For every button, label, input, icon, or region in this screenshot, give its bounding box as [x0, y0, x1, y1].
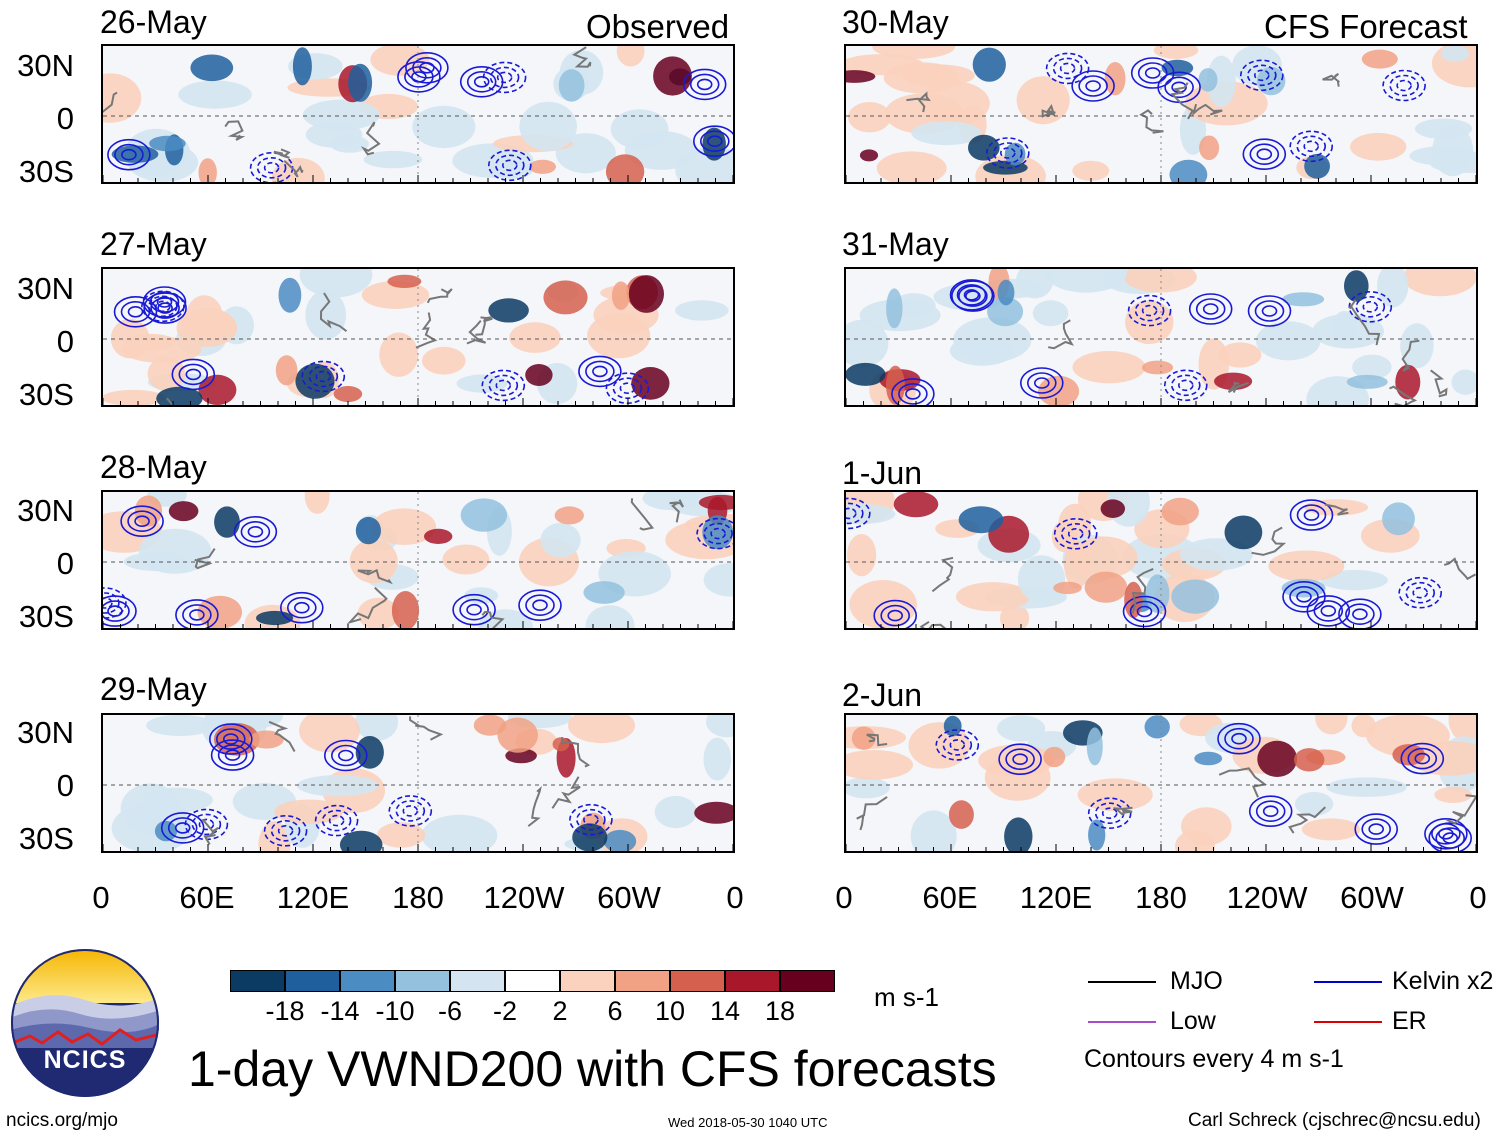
lon-label-fc-120w: 120W — [1226, 880, 1308, 915]
lon-label-obs-0: 0 — [92, 880, 110, 915]
date-label-fc-2: 31-May — [842, 226, 949, 262]
colorbar-swatch — [285, 970, 340, 992]
lat-label-eq-1: 0 — [56, 101, 74, 136]
date-label-obs-1: 26-May — [100, 4, 207, 40]
colorbar-swatch — [340, 970, 395, 992]
colorbar-tick-label: 14 — [709, 996, 741, 1026]
ncics-logo: NCICS — [10, 948, 160, 1098]
date-label-fc-1: 30-May — [842, 4, 949, 40]
colorbar-tick-label: 18 — [764, 996, 796, 1026]
colorbar-tick-label: -10 — [375, 996, 415, 1026]
lon-label-fc-60w: 60W — [1340, 880, 1404, 915]
lat-label-30n-2: 30N — [17, 271, 74, 306]
map-panel-forecast-4 — [844, 713, 1478, 853]
lat-label-30s-4: 30S — [18, 821, 74, 856]
map-panel-forecast-3 — [844, 490, 1478, 630]
colorbar-tick-label: -2 — [492, 996, 517, 1026]
lat-label-30s-2: 30S — [18, 377, 74, 412]
observed-header: Observed — [586, 8, 730, 45]
lon-label-fc-0: 0 — [835, 880, 853, 915]
lon-label-obs-60w: 60W — [597, 880, 661, 915]
lat-label-eq-3: 0 — [56, 546, 74, 581]
colorbar-swatch — [780, 970, 835, 992]
footer-timestamp: Wed 2018-05-30 1040 UTC — [668, 1115, 828, 1130]
lon-label-fc-120e: 120E — [1019, 880, 1093, 915]
map-panel-observed-4 — [101, 713, 735, 853]
figure-title: 1-day VWND200 with CFS forecasts — [188, 1041, 997, 1097]
date-label-fc-3: 1-Jun — [842, 455, 923, 491]
lat-label-eq-4: 0 — [56, 768, 74, 803]
lon-label-fc-0-end: 0 — [1469, 880, 1487, 915]
legend-label-kelvin: Kelvin x2 — [1392, 967, 1494, 995]
colorbar-swatch — [670, 970, 725, 992]
lon-label-fc-60e: 60E — [922, 880, 978, 915]
lon-label-obs-120e: 120E — [276, 880, 350, 915]
logo-text: NCICS — [43, 1046, 127, 1074]
lat-label-eq-2: 0 — [56, 324, 74, 359]
lat-label-30n-4: 30N — [17, 715, 74, 750]
lat-label-30n-3: 30N — [17, 493, 74, 528]
logo-mountains-icon — [11, 949, 159, 1097]
legend-line-er — [1314, 1021, 1382, 1023]
lon-label-obs-120w: 120W — [483, 880, 565, 915]
lon-label-obs-180: 180 — [392, 880, 444, 915]
colorbar-unit: m s-1 — [874, 982, 939, 1012]
colorbar-tick-label: -14 — [320, 996, 360, 1026]
colorbar-tick-label: 10 — [654, 996, 686, 1026]
date-label-obs-4: 29-May — [100, 671, 207, 707]
map-panel-observed-3 — [101, 490, 735, 630]
map-panel-observed-1 — [101, 44, 735, 184]
colorbar-swatch — [615, 970, 670, 992]
colorbar-tick-label: 6 — [607, 996, 623, 1026]
map-panel-forecast-2 — [844, 267, 1478, 407]
date-label-obs-3: 28-May — [100, 449, 207, 485]
legend-label-er: ER — [1392, 1007, 1427, 1035]
colorbar-tick-label: -18 — [265, 996, 305, 1026]
colorbar-swatch — [230, 970, 285, 992]
footer-author: Carl Schreck (cjschrec@ncsu.edu) — [1188, 1110, 1481, 1131]
colorbar-swatch — [560, 970, 615, 992]
colorbar-swatch — [725, 970, 780, 992]
date-label-fc-4: 2-Jun — [842, 677, 923, 713]
lat-label-30s-3: 30S — [18, 599, 74, 634]
legend-label-low: Low — [1170, 1007, 1216, 1035]
forecast-header: CFS Forecast — [1264, 8, 1468, 45]
lat-label-30n-1: 30N — [17, 48, 74, 83]
colorbar-swatch — [505, 970, 560, 992]
legend-line-kelvin — [1314, 981, 1382, 983]
colorbar-tick-label: -6 — [437, 996, 462, 1026]
lon-label-obs-60e: 60E — [179, 880, 235, 915]
date-label-obs-2: 27-May — [100, 226, 207, 262]
lon-label-obs-0-end: 0 — [726, 880, 744, 915]
map-panel-forecast-1 — [844, 44, 1478, 184]
colorbar-swatch — [450, 970, 505, 992]
legend-label-mjo: MJO — [1170, 967, 1223, 995]
lat-label-30s-1: 30S — [18, 154, 74, 189]
footer-url: ncics.org/mjo — [6, 1110, 118, 1131]
lon-label-fc-180: 180 — [1135, 880, 1187, 915]
colorbar-tick-label: 2 — [552, 996, 568, 1026]
legend-line-low — [1088, 1021, 1156, 1023]
legend-note: Contours every 4 m s-1 — [1084, 1045, 1344, 1073]
legend-line-mjo — [1088, 981, 1156, 983]
colorbar-swatch — [395, 970, 450, 992]
map-panel-observed-2 — [101, 267, 735, 407]
